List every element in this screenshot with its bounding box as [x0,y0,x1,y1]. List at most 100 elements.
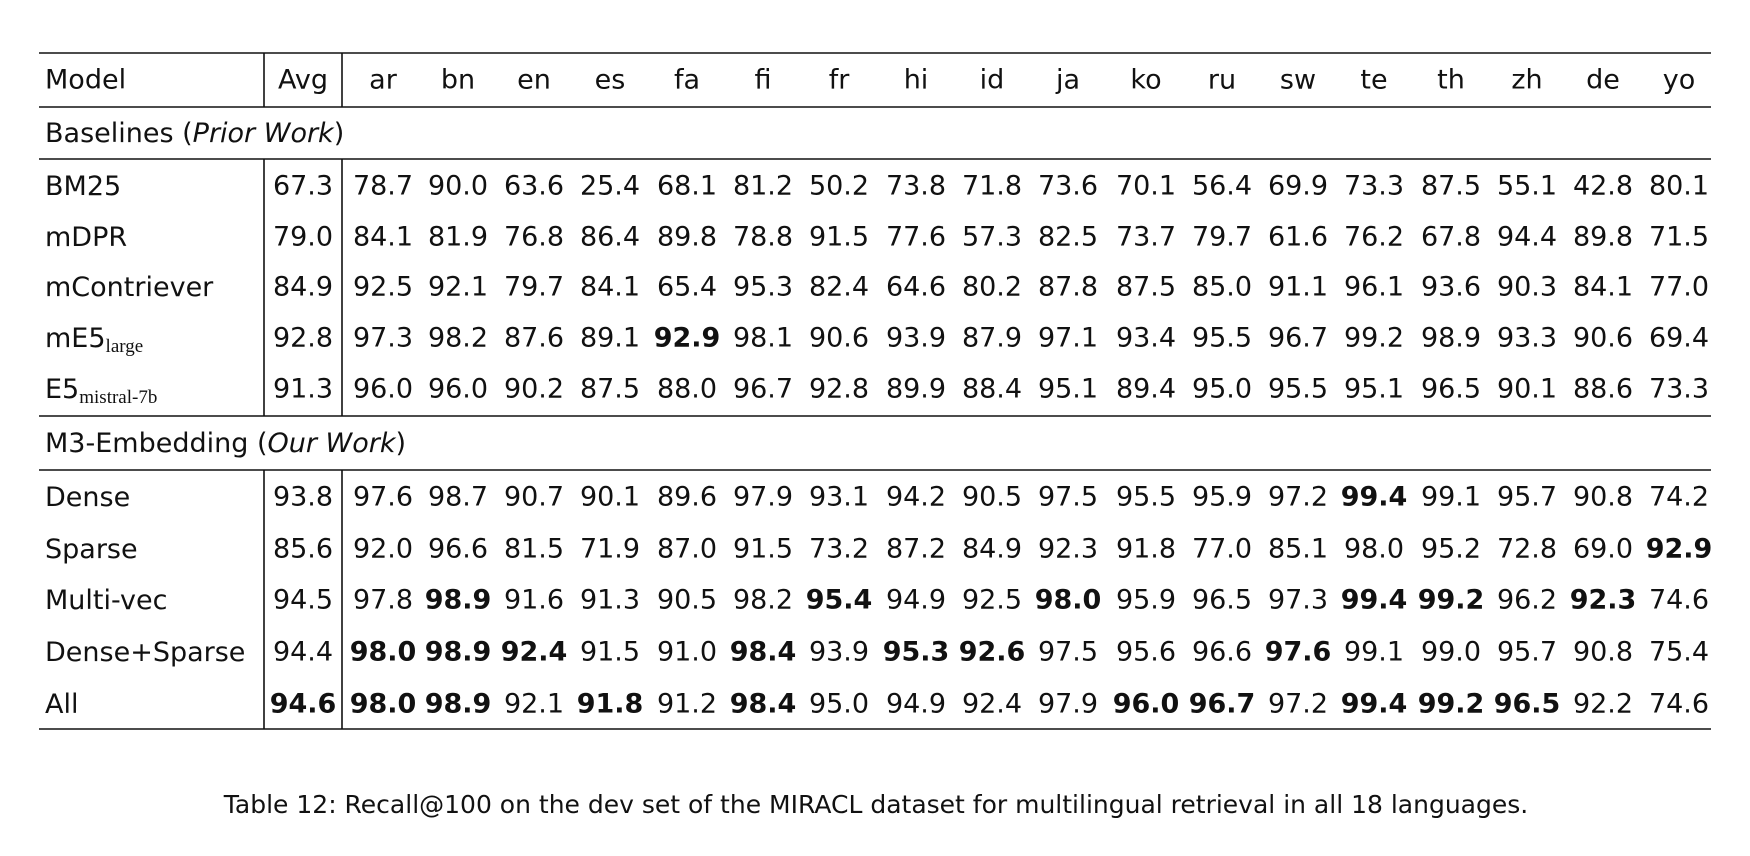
cell-value: 69.0 [1573,534,1633,565]
cell-value: 90.5 [657,585,717,616]
cell-value: 95.5 [1116,482,1176,513]
cell-value: 89.1 [580,323,640,354]
cell-value: 84.1 [1573,272,1633,303]
cell-value: 89.8 [657,222,717,253]
cell-value-bold: 98.0 [350,689,417,720]
model-name-text: E5 [45,374,79,405]
cell-value-bold: 99.4 [1341,585,1408,616]
model-subscript: large [106,336,144,357]
cell-value-bold: 96.7 [1189,689,1256,720]
cell-value: 99.2 [1344,323,1404,354]
cell-value: 87.6 [504,323,564,354]
cell-value: 63.6 [504,171,564,202]
cell-value: 75.4 [1649,637,1709,668]
cell-value: 87.5 [1116,272,1176,303]
header-cell: te [1360,65,1387,96]
cell-value: 73.3 [1649,374,1709,405]
header-cell: es [595,65,626,96]
cell-value: 96.5 [1192,585,1252,616]
cell-value-bold: 92.3 [1570,585,1637,616]
cell-value: 92.5 [962,585,1022,616]
cell-value: 95.7 [1497,637,1557,668]
cell-value: 92.2 [1573,689,1633,720]
cell-value: 78.8 [733,222,793,253]
cell-value: 96.5 [1421,374,1481,405]
model-name: Dense+Sparse [45,637,245,668]
cell-value: 94.5 [273,585,333,616]
cell-value: 97.8 [353,585,413,616]
cell-value-bold: 92.6 [959,637,1026,668]
cell-value: 79.7 [1192,222,1252,253]
cell-value: 97.2 [1268,689,1328,720]
model-name: All [45,689,78,720]
cell-value-bold: 94.6 [270,689,337,720]
model-subscript: mistral-7b [79,387,157,408]
cell-value: 97.1 [1038,323,1098,354]
cell-value: 80.2 [962,272,1022,303]
cell-value: 81.9 [428,222,488,253]
cell-value: 97.3 [1268,585,1328,616]
cell-value: 91.0 [657,637,717,668]
cell-value: 95.2 [1421,534,1481,565]
header-cell: ru [1208,65,1236,96]
cell-value: 74.6 [1649,585,1709,616]
cell-value: 50.2 [809,171,869,202]
cell-value-bold: 99.4 [1341,482,1408,513]
cell-value: 93.4 [1116,323,1176,354]
cell-value: 73.8 [886,171,946,202]
header-cell: fi [754,65,771,96]
cell-value: 94.4 [273,637,333,668]
cell-value: 89.4 [1116,374,1176,405]
cell-value-bold: 98.4 [730,689,797,720]
cell-value: 92.0 [353,534,413,565]
header-cell: de [1586,65,1620,96]
cell-value: 98.0 [1344,534,1404,565]
cell-value: 93.6 [1421,272,1481,303]
cell-value-bold: 98.0 [350,637,417,668]
cell-value: 90.2 [504,374,564,405]
cell-value: 90.6 [1573,323,1633,354]
cell-value: 85.0 [1192,272,1252,303]
cell-value: 99.1 [1344,637,1404,668]
cell-value: 84.1 [353,222,413,253]
cell-value: 88.0 [657,374,717,405]
cell-value: 93.1 [809,482,869,513]
model-name-text: mContriever [45,272,214,303]
cell-value: 90.3 [1497,272,1557,303]
cell-value: 95.1 [1038,374,1098,405]
cell-value: 91.3 [580,585,640,616]
cell-value: 92.5 [353,272,413,303]
cell-value: 77.0 [1192,534,1252,565]
cell-value: 94.9 [886,689,946,720]
cell-value: 93.3 [1497,323,1557,354]
cell-value-bold: 98.4 [730,637,797,668]
section-title-text: ) [334,118,345,149]
cell-value: 90.1 [580,482,640,513]
cell-value: 91.6 [504,585,564,616]
cell-value: 77.6 [886,222,946,253]
cell-value: 92.3 [1038,534,1098,565]
cell-value: 56.4 [1192,171,1252,202]
cell-value-bold: 92.9 [654,323,721,354]
cell-value: 71.8 [962,171,1022,202]
cell-value: 95.7 [1497,482,1557,513]
cell-value: 98.7 [428,482,488,513]
cell-value: 90.8 [1573,482,1633,513]
cell-value-bold: 98.9 [425,585,492,616]
cell-value: 98.2 [428,323,488,354]
cell-value: 76.2 [1344,222,1404,253]
model-name: Dense [45,482,130,513]
cell-value: 92.1 [504,689,564,720]
cell-value: 87.8 [1038,272,1098,303]
cell-value: 94.4 [1497,222,1557,253]
cell-value-bold: 95.3 [883,637,950,668]
cell-value: 90.1 [1497,374,1557,405]
cell-value: 67.3 [273,171,333,202]
cell-value: 87.9 [962,323,1022,354]
cell-value: 95.5 [1268,374,1328,405]
header-cell: hi [904,65,929,96]
cell-value-bold: 97.6 [1265,637,1332,668]
model-name-text: Multi-vec [45,585,167,616]
header-cell: zh [1511,65,1542,96]
header-cell: ar [369,65,398,96]
